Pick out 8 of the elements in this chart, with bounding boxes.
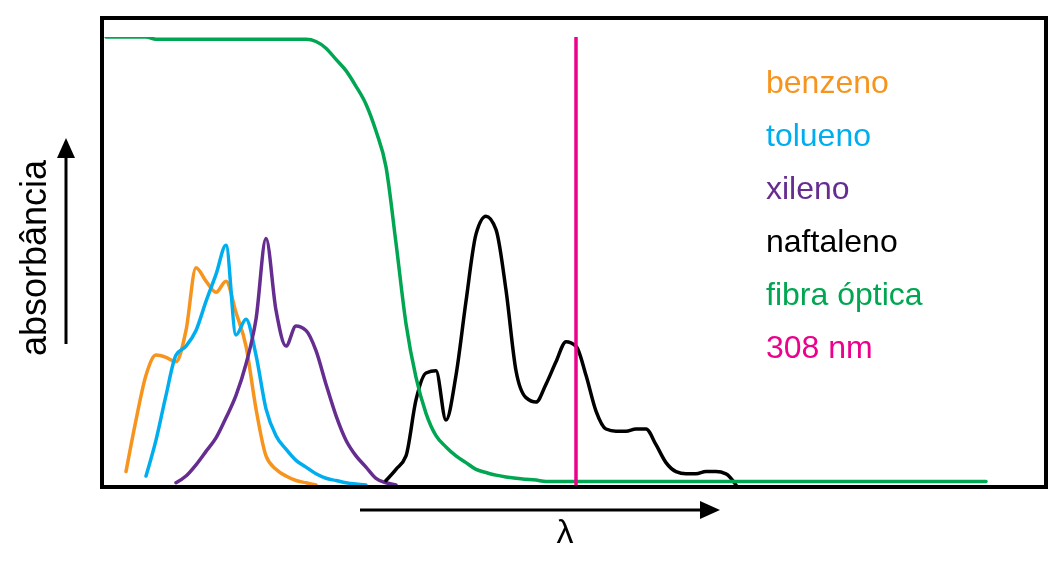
text: fibra óptica: [766, 275, 923, 314]
x-axis-title: λ: [556, 512, 574, 551]
text: xileno: [766, 169, 851, 208]
text: tolueno: [766, 116, 872, 155]
text: naftaleno: [766, 222, 899, 261]
y-axis-title: absorbância: [13, 159, 55, 357]
annotation: 308 nm: [766, 328, 874, 367]
text: benzeno: [766, 63, 890, 102]
